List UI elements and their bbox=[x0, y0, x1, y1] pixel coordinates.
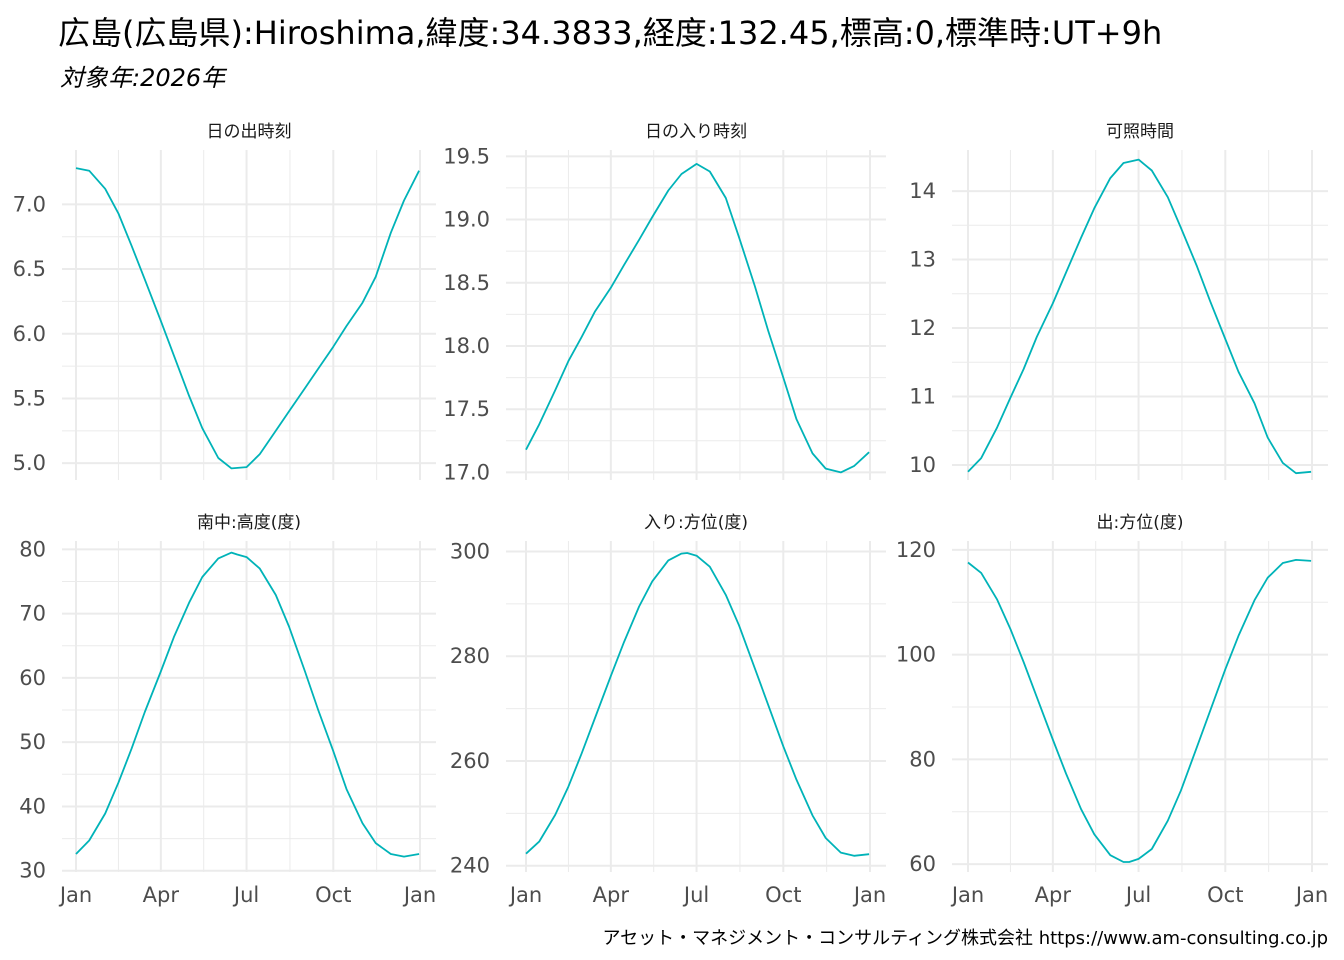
y-tick-label: 19.5 bbox=[443, 144, 490, 168]
x-tick-label: Oct bbox=[1207, 883, 1243, 907]
y-tick-label: 30 bbox=[19, 859, 46, 883]
panel-title: 日の入り時刻 bbox=[645, 122, 747, 142]
series-line bbox=[75, 551, 420, 858]
y-tick-label: 280 bbox=[450, 644, 490, 668]
y-tick-label: 100 bbox=[896, 643, 936, 667]
y-tick-label: 6.0 bbox=[13, 322, 46, 346]
x-tick-label: Jul bbox=[1124, 883, 1151, 907]
x-tick-label: Jan bbox=[402, 883, 436, 907]
y-tick-label: 120 bbox=[896, 538, 936, 562]
x-tick-label: Jan bbox=[1294, 883, 1328, 907]
series-line bbox=[967, 559, 1312, 863]
panel-title: 入り:方位(度) bbox=[644, 513, 748, 533]
series-line bbox=[525, 552, 870, 857]
panel-title: 可照時間 bbox=[1106, 122, 1174, 142]
x-tick-label: Apr bbox=[1035, 883, 1072, 907]
y-tick-label: 19.0 bbox=[443, 208, 490, 232]
source-caption: アセット・マネジメント・コンサルティング株式会社 https://www.am-… bbox=[602, 928, 1328, 949]
y-tick-label: 17.5 bbox=[443, 397, 490, 421]
x-tick-label: Jan bbox=[950, 883, 984, 907]
x-tick-label: Jan bbox=[58, 883, 92, 907]
y-tick-label: 6.5 bbox=[13, 257, 46, 281]
y-tick-label: 14 bbox=[909, 179, 936, 203]
y-tick-label: 11 bbox=[909, 384, 936, 408]
y-tick-label: 7.0 bbox=[13, 192, 46, 216]
x-tick-label: Jul bbox=[682, 883, 709, 907]
x-tick-label: Apr bbox=[593, 883, 630, 907]
panel-title: 南中:高度(度) bbox=[197, 513, 301, 533]
y-tick-label: 70 bbox=[19, 602, 46, 626]
series-line bbox=[525, 162, 870, 474]
x-tick-label: Jan bbox=[852, 883, 886, 907]
figure-subtitle: 対象年:2026年 bbox=[60, 64, 226, 92]
y-tick-label: 40 bbox=[19, 794, 46, 818]
y-tick-label: 5.5 bbox=[13, 386, 46, 410]
y-tick-label: 80 bbox=[19, 537, 46, 561]
y-tick-label: 80 bbox=[909, 747, 936, 771]
panel-title: 日の出時刻 bbox=[207, 122, 292, 142]
series-line bbox=[75, 167, 420, 470]
x-tick-label: Jan bbox=[508, 883, 542, 907]
panel-title: 出:方位(度) bbox=[1097, 513, 1184, 533]
y-tick-label: 13 bbox=[909, 248, 936, 272]
y-tick-label: 17.0 bbox=[443, 460, 490, 484]
figure-title: 広島(広島県):Hiroshima,緯度:34.3833,経度:132.45,標… bbox=[58, 14, 1163, 52]
y-tick-label: 18.0 bbox=[443, 334, 490, 358]
y-tick-label: 18.5 bbox=[443, 271, 490, 295]
y-tick-label: 10 bbox=[909, 453, 936, 477]
y-tick-label: 240 bbox=[450, 854, 490, 878]
x-tick-label: Jul bbox=[232, 883, 259, 907]
y-tick-label: 50 bbox=[19, 730, 46, 754]
x-tick-label: Oct bbox=[765, 883, 801, 907]
series-line bbox=[967, 158, 1312, 475]
y-tick-label: 300 bbox=[450, 539, 490, 563]
y-tick-label: 12 bbox=[909, 316, 936, 340]
y-tick-label: 260 bbox=[450, 749, 490, 773]
x-tick-label: Apr bbox=[143, 883, 180, 907]
y-tick-label: 60 bbox=[19, 666, 46, 690]
x-tick-label: Oct bbox=[315, 883, 351, 907]
y-tick-label: 60 bbox=[909, 852, 936, 876]
y-tick-label: 5.0 bbox=[13, 451, 46, 475]
